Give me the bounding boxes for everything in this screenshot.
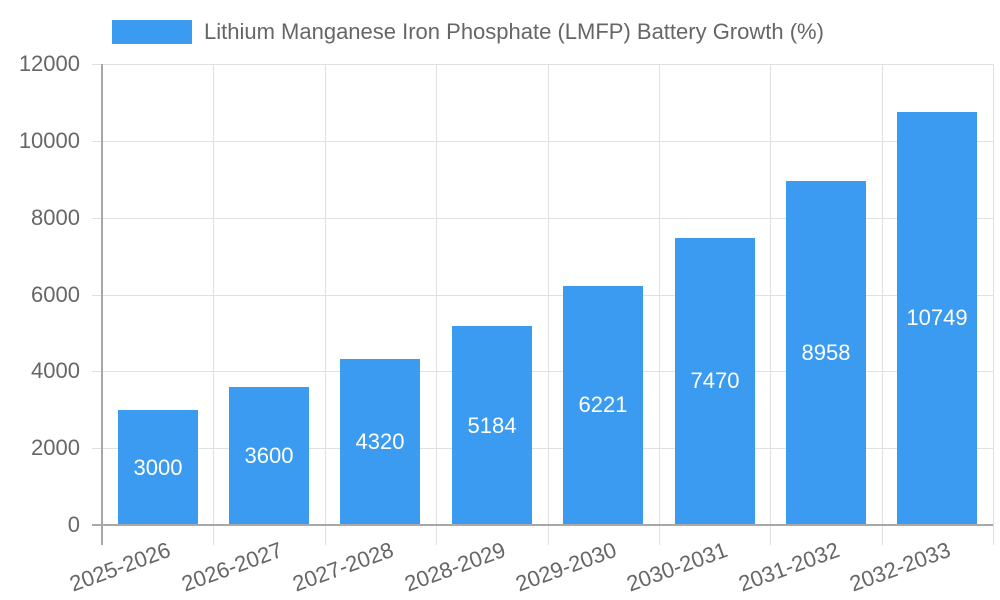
bar-2032-2033[interactable]: 10749 — [897, 112, 977, 525]
gridline-horizontal — [92, 64, 993, 65]
x-axis-tick-label: 2032-2033 — [846, 537, 954, 597]
chart-legend[interactable]: Lithium Manganese Iron Phosphate (LMFP) … — [112, 18, 824, 46]
bar-2025-2026[interactable]: 3000 — [118, 410, 198, 525]
gridline-horizontal — [92, 295, 993, 296]
x-axis-tick-label: 2030-2031 — [623, 537, 732, 597]
x-axis-tick-label: 2031-2032 — [735, 537, 843, 597]
gridline-vertical — [213, 64, 214, 545]
gridline-vertical — [993, 64, 994, 545]
bar-2030-2031[interactable]: 7470 — [675, 238, 755, 525]
gridline-vertical — [325, 64, 326, 545]
y-axis-tick-label: 6000 — [31, 282, 80, 307]
legend-swatch — [112, 20, 192, 44]
legend-label: Lithium Manganese Iron Phosphate (LMFP) … — [204, 19, 824, 44]
gridline-vertical — [659, 64, 660, 545]
y-axis-tick-label: 4000 — [31, 358, 80, 383]
bar-2026-2027[interactable]: 3600 — [229, 387, 309, 525]
gridline-vertical — [882, 64, 883, 545]
bar-2031-2032[interactable]: 8958 — [786, 181, 866, 525]
x-axis-tick-label: 2026-2027 — [178, 537, 286, 597]
y-axis-tick-label: 12000 — [18, 51, 80, 76]
bar-value-label: 3000 — [133, 454, 183, 480]
x-axis-tick-label: 2025-2026 — [66, 537, 175, 597]
bar-value-label: 3600 — [244, 443, 294, 469]
gridline-horizontal — [92, 218, 993, 219]
y-axis-tick-label: 10000 — [18, 128, 80, 153]
gridline-horizontal — [92, 371, 993, 372]
bar-value-label: 5184 — [467, 412, 517, 438]
bar-value-label: 7470 — [690, 368, 740, 394]
x-axis-tick-label: 2029-2030 — [512, 537, 620, 597]
y-axis-tick-label: 0 — [67, 512, 80, 537]
bar-2027-2028[interactable]: 4320 — [340, 359, 420, 525]
bar-2028-2029[interactable]: 5184 — [452, 326, 532, 525]
x-axis-tick-label: 2027-2028 — [289, 537, 397, 597]
gridline-horizontal — [92, 448, 993, 449]
bar-value-label: 6221 — [578, 392, 628, 418]
bar-2029-2030[interactable]: 6221 — [563, 286, 643, 525]
bar-value-label: 10749 — [906, 305, 968, 331]
x-axis-tick-label: 2028-2029 — [400, 537, 509, 597]
gridline-horizontal — [92, 141, 993, 142]
x-axis-line — [92, 524, 993, 526]
gridline-vertical — [770, 64, 771, 545]
bar-value-label: 8958 — [801, 340, 851, 366]
y-axis-tick-label: 8000 — [31, 205, 80, 230]
gridline-vertical — [436, 64, 437, 545]
y-axis-tick-label: 2000 — [31, 435, 80, 460]
bar-value-label: 4320 — [355, 428, 405, 454]
gridline-vertical — [548, 64, 549, 545]
y-axis-line — [101, 64, 103, 545]
